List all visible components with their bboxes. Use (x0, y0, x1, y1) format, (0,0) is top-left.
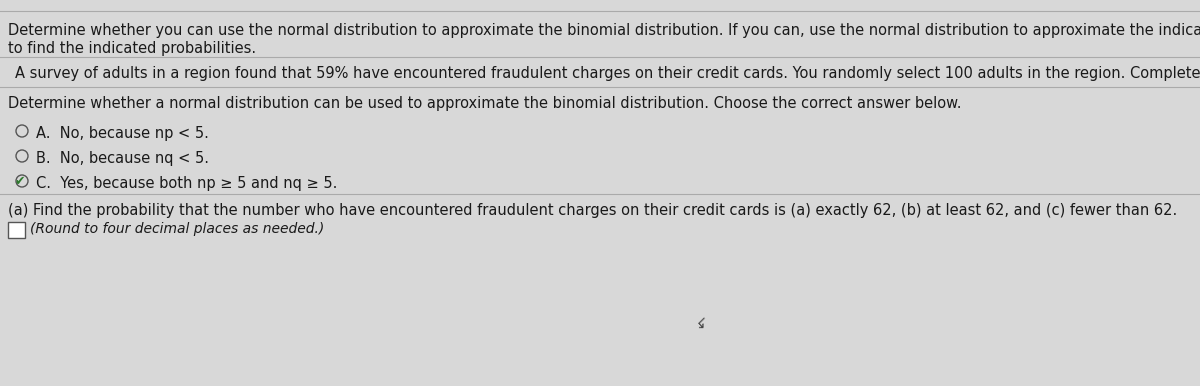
Text: Determine whether a normal distribution can be used to approximate the binomial : Determine whether a normal distribution … (8, 96, 961, 111)
Text: A.  No, because np < 5.: A. No, because np < 5. (36, 126, 209, 141)
Text: to find the indicated probabilities.: to find the indicated probabilities. (8, 41, 256, 56)
FancyBboxPatch shape (8, 222, 25, 238)
Text: (a) Find the probability that the number who have encountered fraudulent charges: (a) Find the probability that the number… (8, 203, 1177, 218)
Text: A survey of adults in a region found that 59% have encountered fraudulent charge: A survey of adults in a region found tha… (14, 66, 1200, 81)
Text: ✔: ✔ (14, 175, 25, 188)
Text: C.  Yes, because both np ≥ 5 and nq ≥ 5.: C. Yes, because both np ≥ 5 and nq ≥ 5. (36, 176, 337, 191)
Text: ↳: ↳ (690, 316, 709, 335)
Text: Determine whether you can use the normal distribution to approximate the binomia: Determine whether you can use the normal… (8, 23, 1200, 38)
Text: (Round to four decimal places as needed.): (Round to four decimal places as needed.… (30, 222, 324, 236)
Text: B.  No, because nq < 5.: B. No, because nq < 5. (36, 151, 209, 166)
